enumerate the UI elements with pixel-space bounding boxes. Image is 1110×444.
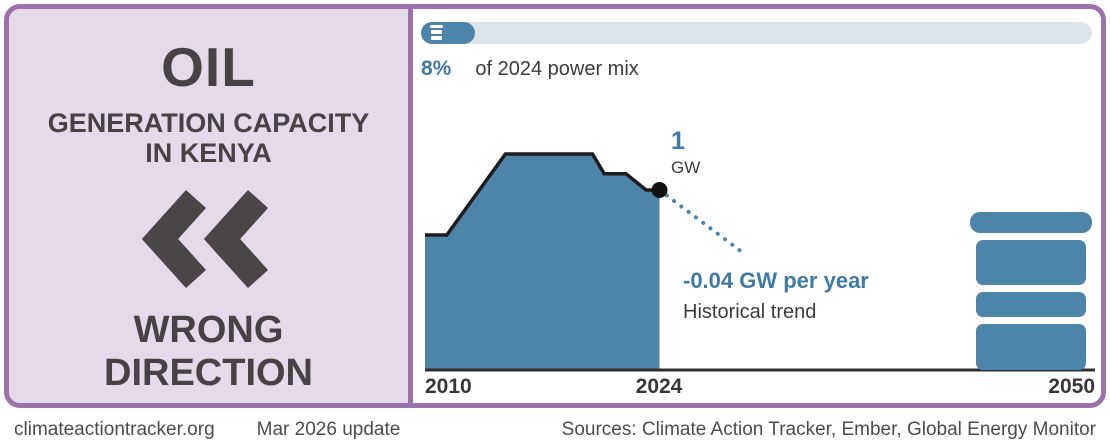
fuel-title: OIL — [161, 36, 256, 98]
footer-update: Mar 2026 update — [256, 419, 401, 440]
oil-barrel-illustration — [970, 212, 1092, 370]
power-mix-value: 8% — [421, 57, 452, 80]
point-value: 1 — [671, 127, 685, 155]
x-axis-ticks: 2010 2024 2050 — [425, 375, 1095, 399]
tick-2010: 2010 — [425, 375, 472, 398]
historical-line — [425, 152, 660, 237]
double-chevron-left-icon — [134, 187, 284, 296]
verdict-line2: DIRECTION — [104, 351, 313, 394]
power-mix-caption: 8% of 2024 power mix — [421, 57, 639, 81]
verdict-line1: WRONG — [133, 309, 284, 351]
subtitle-line2: IN KENYA — [145, 138, 272, 168]
footer: climateactiontracker.org Mar 2026 update… — [14, 419, 1096, 441]
verdict-text: WRONG DIRECTION — [9, 309, 408, 394]
tick-2024: 2024 — [635, 375, 683, 398]
trend-caption: Historical trend — [683, 300, 817, 323]
footer-site: climateactiontracker.org — [14, 419, 215, 440]
point-2024-dot — [651, 182, 668, 198]
subtitle-line1: GENERATION CAPACITY — [47, 108, 370, 138]
trend-value: -0.04 GW per year — [683, 268, 869, 293]
point-2024-label: 1 GW — [671, 127, 700, 177]
oil-barrel-icon — [430, 24, 443, 42]
tick-2050: 2050 — [1048, 375, 1095, 398]
trend-dotted-line — [657, 188, 746, 255]
capacity-chart — [425, 152, 1095, 372]
historical-area — [425, 154, 660, 370]
summary-panel: OIL GENERATION CAPACITY IN KENYA WRONG D… — [9, 9, 413, 403]
power-mix-label: of 2024 power mix — [475, 58, 639, 80]
power-mix-bar-fill — [421, 22, 475, 44]
power-mix-bar — [421, 22, 1092, 44]
infographic-card: OIL GENERATION CAPACITY IN KENYA WRONG D… — [4, 4, 1106, 408]
point-unit: GW — [671, 157, 701, 177]
trend-annotation: -0.04 GW per year Historical trend — [683, 267, 869, 325]
chart-panel: 8% of 2024 power mix 1 GW -0.04 GW per y… — [413, 9, 1101, 403]
footer-sources: Sources: Climate Action Tracker, Ember, … — [561, 419, 1096, 440]
